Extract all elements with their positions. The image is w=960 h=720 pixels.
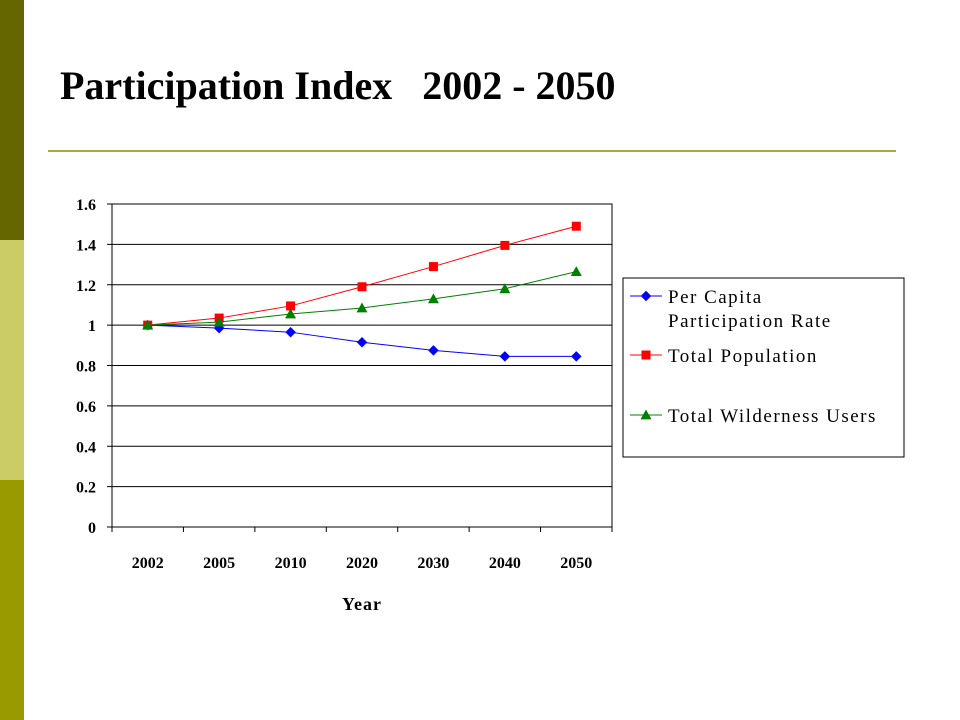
y-tick-label: 0: [88, 520, 96, 537]
legend-label: Total Population: [668, 346, 818, 367]
y-tick-label: 1.4: [76, 237, 96, 254]
data-point: [356, 302, 368, 313]
data-point: [428, 345, 439, 356]
x-tick-label: 2030: [417, 555, 449, 572]
data-point: [570, 351, 582, 362]
legend-marker: [641, 350, 651, 360]
data-point: [285, 326, 296, 338]
sidebar-stripe-top: [0, 0, 24, 240]
legend-marker: [640, 290, 652, 302]
data-point: [500, 240, 510, 250]
y-tick-label: 0.6: [76, 399, 96, 416]
title-divider: [48, 150, 896, 152]
x-tick-label: 2010: [275, 555, 307, 572]
data-point: [499, 283, 511, 294]
x-tick-label: 2040: [489, 555, 521, 572]
data-point: [286, 301, 296, 311]
data-point: [213, 316, 225, 327]
data-point: [428, 262, 438, 272]
legend-box: [622, 277, 905, 458]
x-tick-label: 2050: [560, 555, 592, 572]
legend-marker: [640, 409, 652, 420]
slide-title: Participation Index 2002 - 2050: [60, 63, 616, 108]
y-tick-label: 1.2: [76, 278, 96, 295]
y-tick-label: 0.8: [76, 359, 96, 376]
y-tick-label: 1.6: [76, 197, 96, 214]
y-tick-label: 1: [88, 318, 96, 335]
legend-label: Participation Rate: [668, 311, 832, 332]
data-point: [570, 266, 582, 277]
data-point: [142, 319, 154, 330]
y-tick-label: 0.2: [76, 480, 96, 497]
x-axis-title: Year: [342, 594, 382, 614]
x-tick-label: 2002: [132, 555, 164, 572]
data-point: [427, 293, 439, 304]
data-point: [357, 282, 367, 292]
sidebar-stripe-middle: [0, 240, 24, 480]
data-point: [499, 351, 511, 362]
data-point: [285, 308, 297, 319]
y-tick-label: 0.4: [76, 439, 96, 456]
data-point: [356, 336, 368, 348]
sidebar-stripe-bottom: [0, 480, 24, 720]
data-point: [571, 221, 581, 231]
legend-label: Per Capita: [668, 287, 763, 308]
legend-label: Total Wilderness Users: [668, 406, 877, 427]
x-tick-label: 2005: [203, 555, 235, 572]
x-tick-label: 2020: [346, 555, 378, 572]
